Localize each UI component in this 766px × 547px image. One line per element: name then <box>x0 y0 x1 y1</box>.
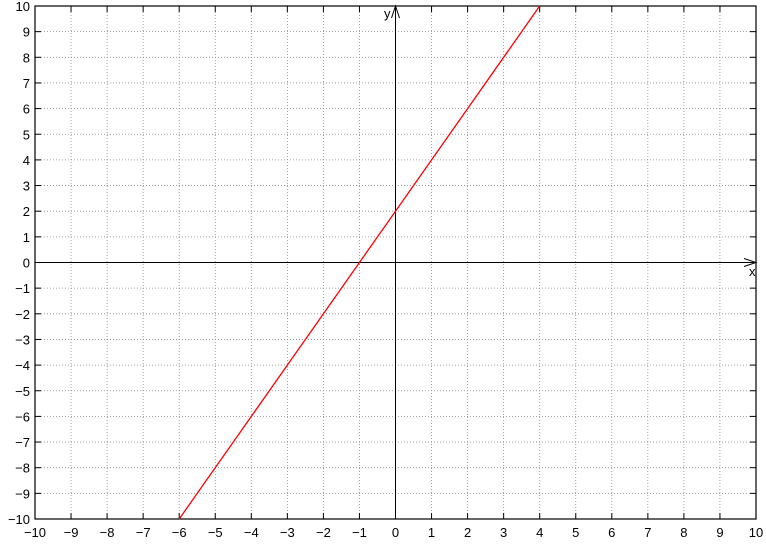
x-tick-label: −2 <box>316 525 331 540</box>
y-tick-label: −9 <box>15 486 30 501</box>
y-tick-label: 10 <box>16 0 30 14</box>
y-tick-label: 2 <box>23 204 30 219</box>
y-tick-label: −3 <box>15 332 30 347</box>
y-tick-label: 7 <box>23 76 30 91</box>
x-axis-arrow-icon <box>743 258 758 267</box>
y-tick-label: −2 <box>15 307 30 322</box>
y-tick-label: −7 <box>15 435 30 450</box>
tick-labels: −10 −9 −8 −7 −6 −5 −4 −3 −2 −1 0 1 2 3 4 5 6 7 8 9 10−10−9−8… <box>8 0 763 540</box>
x-tick-label: −7 <box>136 525 151 540</box>
axes <box>34 4 758 520</box>
x-tick-label: 9 <box>716 525 723 540</box>
x-tick-label: 0 <box>392 525 399 540</box>
y-tick-label: 8 <box>23 50 30 65</box>
x-tick-label: −8 <box>100 525 115 540</box>
x-tick-label: 8 <box>680 525 687 540</box>
x-tick-label: 7 <box>644 525 651 540</box>
x-tick-label: −5 <box>208 525 223 540</box>
x-tick-label: 10 <box>749 525 763 540</box>
series-line <box>178 5 541 520</box>
x-tick-label: 5 <box>572 525 579 540</box>
y-tick-label: 4 <box>23 153 30 168</box>
x-tick-label: −4 <box>244 525 259 540</box>
series <box>178 5 541 520</box>
y-tick-label: −5 <box>15 384 30 399</box>
y-tick-label: −4 <box>15 358 30 373</box>
y-tick-label: −10 <box>8 512 30 527</box>
y-tick-label: 9 <box>23 25 30 40</box>
x-tick-label: −3 <box>280 525 295 540</box>
x-tick-label: −1 <box>352 525 367 540</box>
x-tick-label: 3 <box>500 525 507 540</box>
y-tick-label: 3 <box>23 179 30 194</box>
y-tick-label: 1 <box>23 230 30 245</box>
y-tick-label: 5 <box>23 127 30 142</box>
x-tick-label: 2 <box>464 525 471 540</box>
x-tick-label: 1 <box>428 525 435 540</box>
x-axis-label: x <box>749 264 756 279</box>
y-axis-arrow-icon <box>391 4 400 19</box>
y-tick-label: −8 <box>15 461 30 476</box>
y-axis-label: y <box>384 6 391 21</box>
x-tick-label: −6 <box>172 525 187 540</box>
x-tick-label: 4 <box>536 525 543 540</box>
x-tick-label: −10 <box>24 525 46 540</box>
x-tick-label: −9 <box>64 525 79 540</box>
x-tick-label: 6 <box>608 525 615 540</box>
y-tick-label: 6 <box>23 102 30 117</box>
y-tick-label: −1 <box>15 281 30 296</box>
y-tick-label: −6 <box>15 409 30 424</box>
y-tick-label: 0 <box>23 256 30 271</box>
